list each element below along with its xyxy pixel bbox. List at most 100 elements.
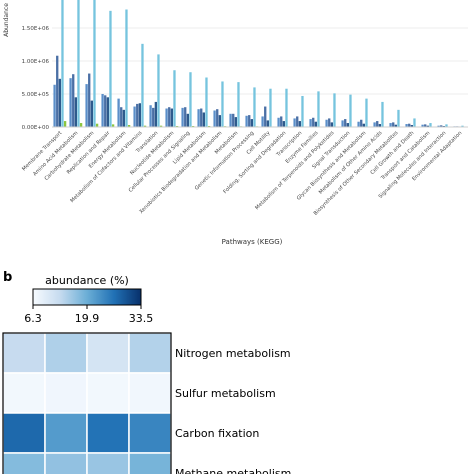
bar-y-tick-label: 1.00E+06	[22, 59, 50, 65]
bar	[234, 117, 238, 127]
bar	[344, 119, 347, 127]
bar-y-tick-label: 0.00E+00	[22, 125, 50, 131]
bar	[362, 123, 366, 127]
heatmap-cell	[86, 412, 130, 454]
bar	[181, 107, 184, 127]
bar	[218, 115, 222, 127]
bar	[170, 108, 174, 127]
bar	[202, 112, 206, 127]
bar	[301, 95, 304, 127]
bar	[381, 101, 384, 127]
bar-x-axis-label: Pathways (KEGG)	[222, 238, 283, 246]
bar	[138, 103, 142, 127]
bar	[184, 107, 187, 127]
bar	[397, 109, 400, 127]
bar	[127, 125, 131, 127]
bar	[200, 108, 203, 127]
bar	[232, 113, 235, 127]
bar	[333, 93, 336, 127]
bar	[389, 123, 392, 127]
bar	[109, 10, 112, 128]
bar	[101, 94, 104, 127]
bar	[88, 73, 91, 127]
heatmap-cell	[128, 412, 172, 454]
heatmap-cell	[128, 332, 172, 374]
bar-series	[53, 0, 467, 128]
bar	[440, 125, 443, 127]
bar	[136, 103, 139, 127]
heatmap-chart: b abundance (%) 6.3 19.9 33.5 Nitrogen met…	[2, 270, 291, 474]
bar-y-tick-label: 5.00E+05	[22, 92, 50, 98]
bar	[365, 98, 368, 127]
colorbar-tick-label: 19.9	[75, 312, 100, 325]
heatmap-cell	[86, 332, 130, 374]
bar	[250, 119, 254, 127]
heatmap-row-label: Methane metabolism	[175, 467, 291, 474]
bar	[421, 124, 424, 127]
bar	[69, 78, 72, 127]
heatmap-cell	[44, 452, 88, 474]
bar	[56, 55, 59, 127]
bar	[90, 100, 94, 127]
colorbar-ticks: 6.3 19.9 33.5	[24, 305, 153, 325]
colorbar-title: abundance (%)	[45, 274, 129, 287]
bar	[424, 124, 427, 127]
bar	[394, 124, 398, 127]
bar	[93, 0, 96, 128]
bar	[269, 88, 272, 127]
heatmap-cell	[44, 332, 88, 374]
bar	[328, 118, 331, 127]
bar	[330, 122, 334, 127]
bar	[63, 121, 67, 127]
bar	[285, 88, 288, 127]
heatmap-cells	[2, 332, 172, 474]
bar	[61, 0, 64, 127]
bar	[168, 107, 171, 127]
bar	[282, 121, 286, 127]
bar	[229, 113, 232, 127]
bar	[205, 77, 208, 127]
bar	[309, 119, 312, 127]
bar-y-tick-label: 1.50E+06	[22, 26, 50, 32]
bar	[77, 0, 80, 127]
heatmap-row-label: Nitrogen metabolism	[175, 347, 291, 360]
bar	[266, 120, 270, 127]
bar	[143, 125, 147, 127]
bar	[221, 81, 224, 127]
bar	[280, 116, 283, 127]
heatmap-cell	[44, 372, 88, 414]
heatmap-cell	[2, 332, 46, 374]
bar	[392, 122, 395, 127]
colorbar	[32, 288, 142, 306]
bar	[189, 72, 192, 127]
bar	[426, 125, 430, 127]
bar	[72, 74, 75, 127]
bar	[410, 125, 414, 127]
bar	[325, 119, 328, 127]
bar	[461, 125, 464, 127]
bar	[261, 116, 264, 127]
bar	[125, 9, 128, 128]
bar	[186, 113, 190, 127]
bar	[408, 123, 411, 127]
bar	[248, 115, 251, 127]
bar	[104, 95, 107, 127]
bar	[253, 87, 256, 127]
heatmap-cell	[2, 372, 46, 414]
heatmap-border	[2, 332, 172, 474]
bar	[360, 119, 363, 127]
bar	[133, 106, 136, 127]
heatmap-cell	[44, 412, 88, 454]
heatmap-cell	[2, 452, 46, 474]
heatmap-row-labels: Nitrogen metabolism Sulfur metabolism Carb…	[175, 347, 291, 474]
heatmap-row-label: Carbon fixation	[175, 427, 259, 440]
heatmap-cell	[86, 372, 130, 414]
bar	[79, 123, 83, 127]
bar	[357, 121, 360, 127]
bar	[346, 123, 350, 127]
bar	[413, 118, 416, 127]
bar	[405, 124, 408, 127]
bar	[317, 91, 320, 127]
